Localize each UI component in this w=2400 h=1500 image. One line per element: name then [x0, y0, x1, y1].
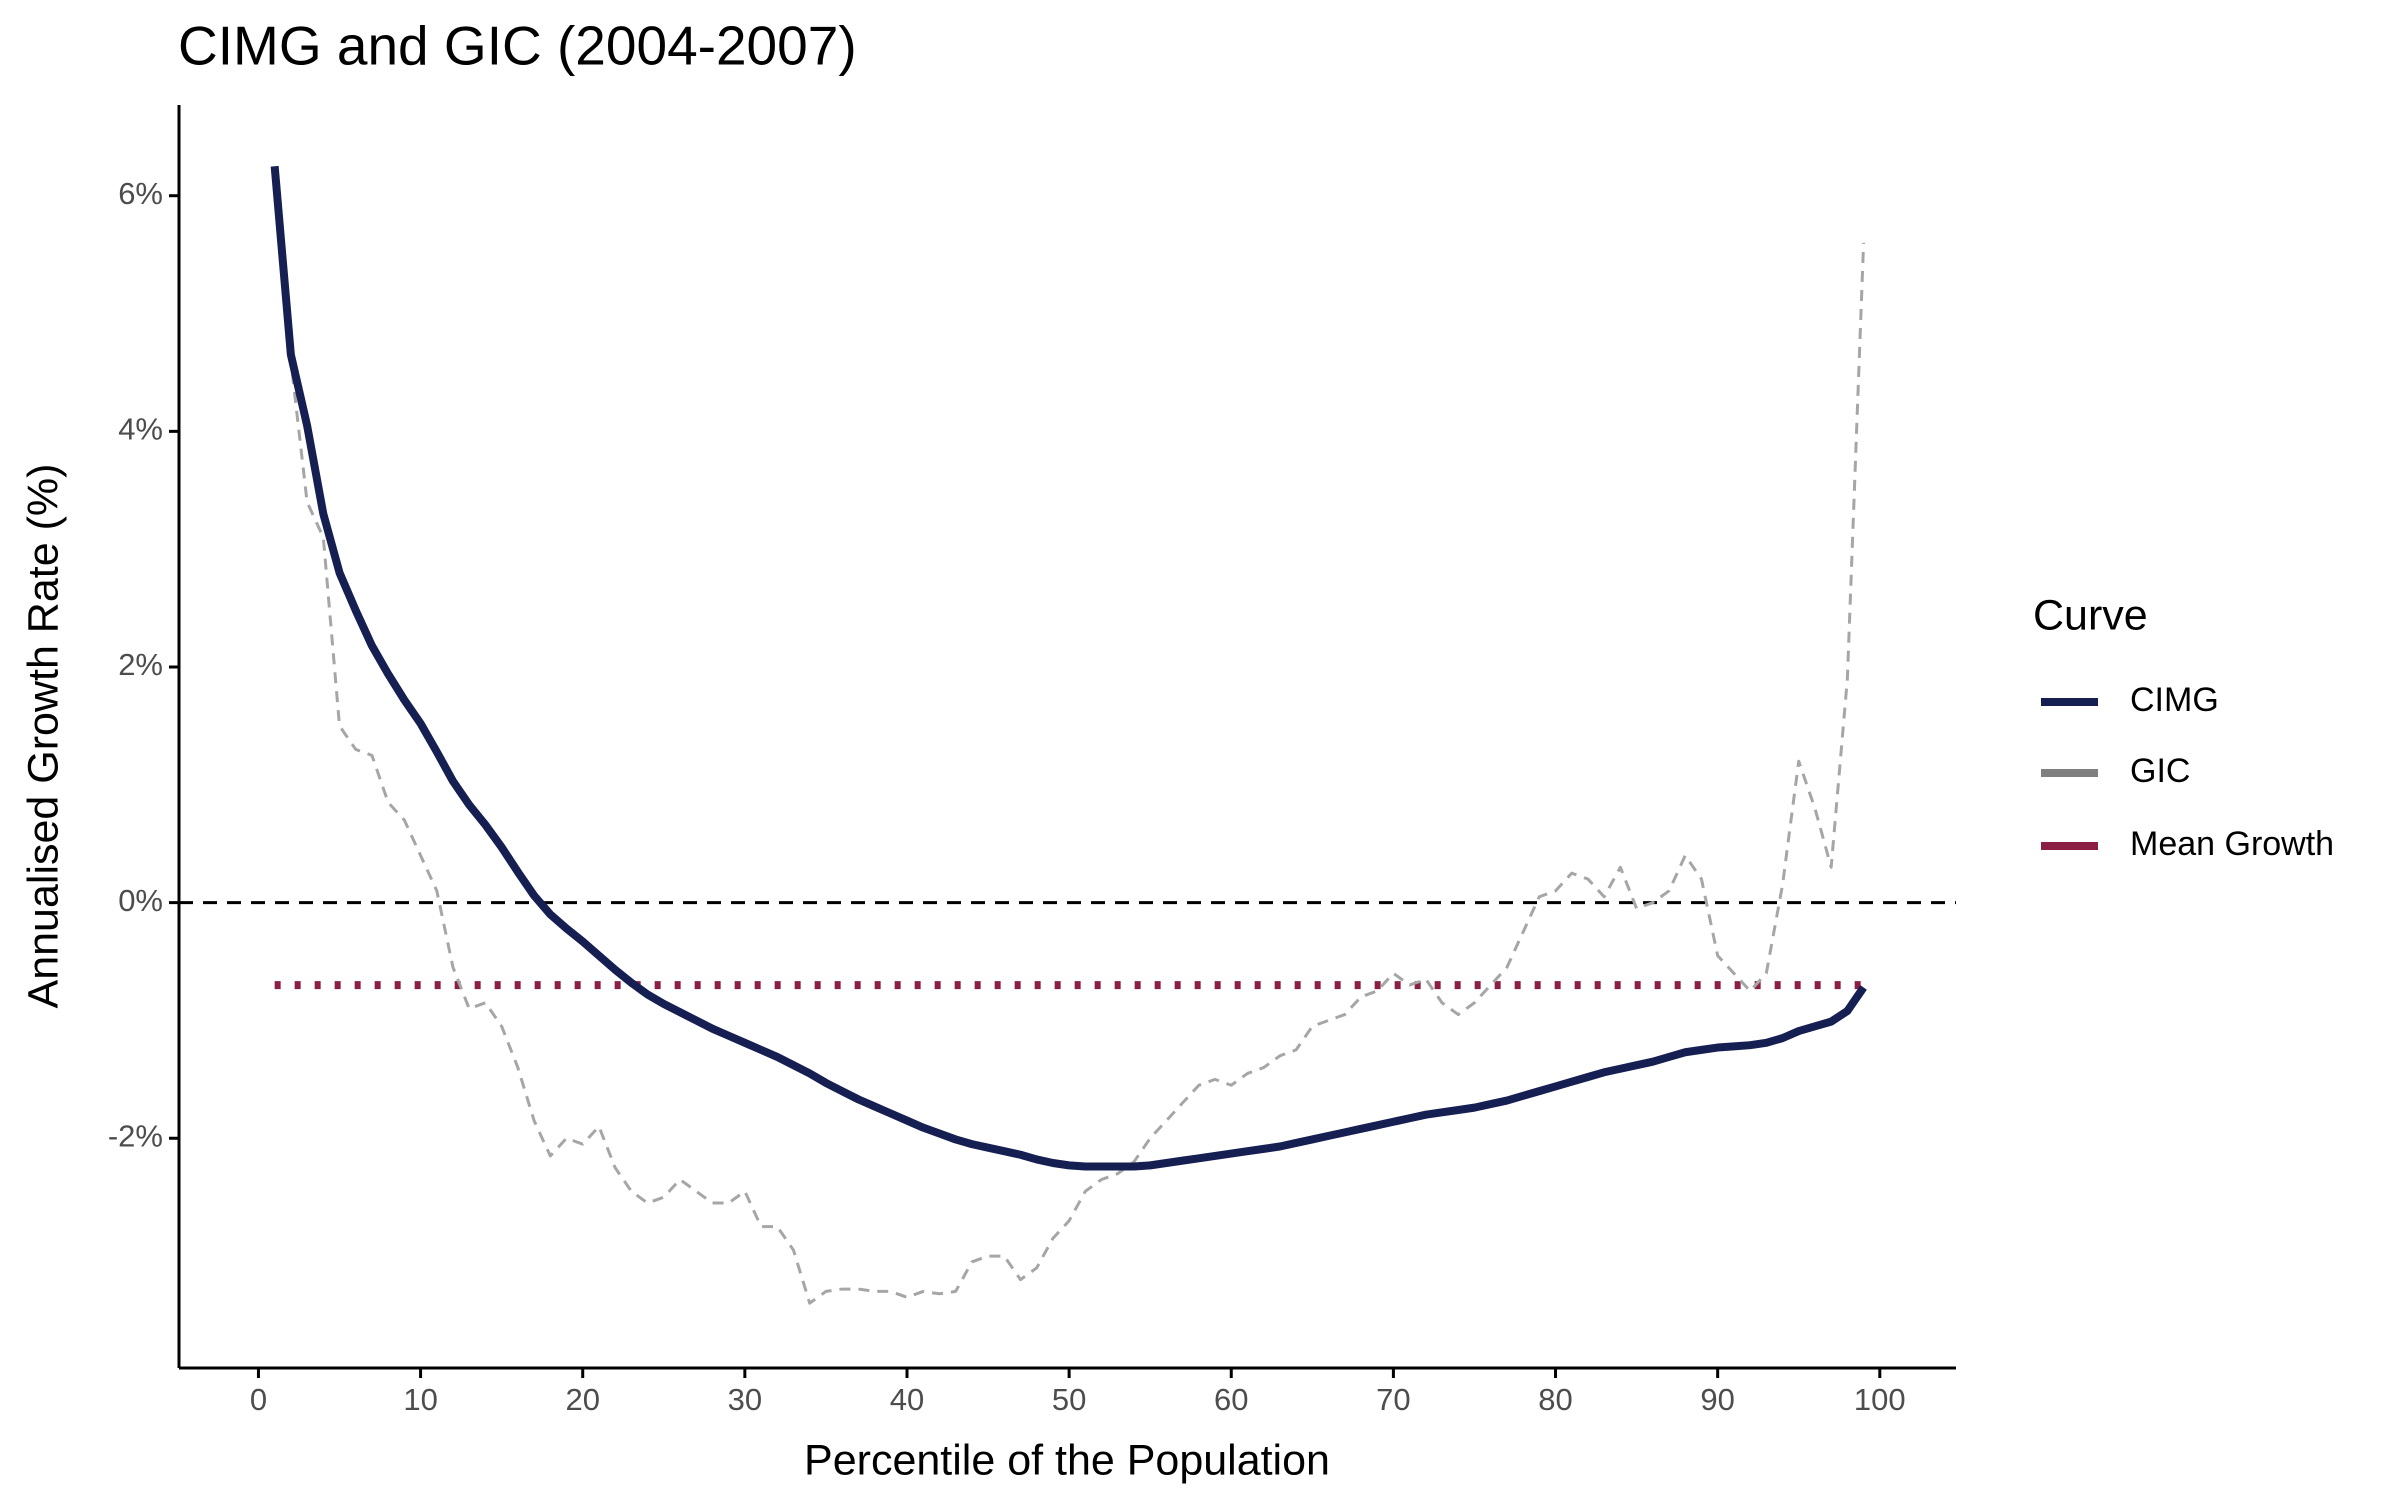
- x-tick-label: 60: [1214, 1382, 1248, 1417]
- x-tick-label: 10: [403, 1382, 437, 1417]
- x-tick-label: 80: [1538, 1382, 1572, 1417]
- chart-title: CIMG and GIC (2004-2007): [178, 15, 857, 77]
- y-axis-title: Annualised Growth Rate (%): [19, 464, 67, 1009]
- x-tick-label: 50: [1052, 1382, 1086, 1417]
- data-line: [270, 165, 1867, 1171]
- x-tick-label: 0: [250, 1382, 267, 1417]
- data-line: [273, 183, 1866, 1305]
- legend-label: GIC: [2130, 752, 2190, 790]
- x-tick-label: 20: [565, 1382, 599, 1417]
- y-tick-label: 4%: [118, 412, 163, 447]
- legend-title: Curve: [2033, 591, 2148, 639]
- x-tick-label: 70: [1376, 1382, 1410, 1417]
- y-tick-label: 0%: [118, 883, 163, 918]
- y-tick-label: 2%: [118, 647, 163, 682]
- legend-label: Mean Growth: [2130, 825, 2334, 863]
- y-tick-label: 6%: [118, 176, 163, 211]
- x-tick-label: 100: [1854, 1382, 1906, 1417]
- legend-label: CIMG: [2130, 681, 2219, 719]
- x-tick-label: 40: [890, 1382, 924, 1417]
- x-axis-title: Percentile of the Population: [804, 1436, 1330, 1484]
- x-tick-label: 90: [1700, 1382, 1734, 1417]
- x-tick-label: 30: [728, 1382, 762, 1417]
- y-tick-label: -2%: [108, 1118, 163, 1153]
